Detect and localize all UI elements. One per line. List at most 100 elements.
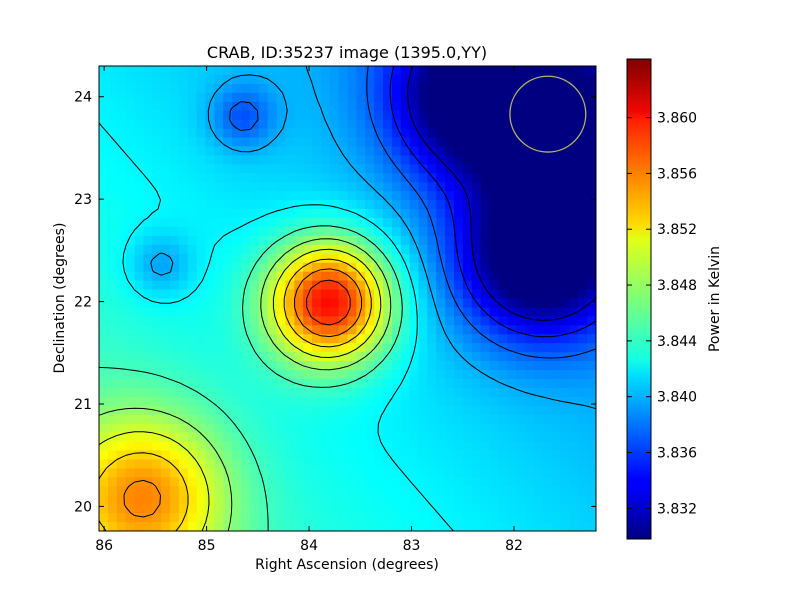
heatmap-cell: [276, 441, 286, 452]
heatmap-cell: [427, 378, 437, 389]
heatmap-cell: [409, 477, 420, 487]
heatmap-cell: [445, 361, 455, 371]
heatmap-cell: [223, 66, 233, 76]
heatmap-cell: [347, 513, 357, 523]
heatmap-cell: [276, 128, 286, 139]
heatmap-cell: [125, 182, 136, 192]
heatmap-cell: [454, 352, 464, 362]
heatmap-cell: [409, 92, 420, 103]
heatmap-cell: [267, 128, 278, 139]
heatmap-cell: [542, 522, 553, 531]
heatmap-cell: [498, 110, 508, 121]
heatmap-cell: [533, 262, 544, 273]
heatmap-cell: [241, 83, 251, 94]
heatmap-cell: [161, 182, 171, 192]
heatmap-cell: [551, 110, 562, 121]
heatmap-cell: [418, 173, 428, 183]
heatmap-cell: [294, 396, 304, 407]
heatmap-cell: [205, 155, 215, 165]
heatmap-cell: [427, 441, 437, 452]
heatmap-cell: [214, 280, 224, 291]
heatmap-cell: [374, 522, 384, 531]
heatmap-cell: [516, 387, 526, 398]
heatmap-cell: [383, 468, 393, 478]
heatmap-cell: [134, 182, 144, 192]
heatmap-cell: [214, 244, 224, 255]
heatmap-cell: [329, 253, 340, 264]
heatmap-cell: [249, 423, 260, 434]
heatmap-cell: [125, 459, 136, 469]
heatmap-cell: [338, 477, 349, 487]
heatmap-cell: [418, 164, 428, 174]
heatmap-cell: [276, 513, 286, 523]
heatmap-cell: [285, 235, 295, 246]
heatmap-cell: [329, 378, 340, 389]
heatmap-cell: [551, 173, 562, 183]
heatmap-cell: [427, 200, 437, 210]
heatmap-cell: [578, 441, 588, 452]
heatmap-cell: [223, 218, 233, 228]
heatmap-cell: [134, 441, 144, 452]
heatmap-cell: [569, 343, 579, 353]
heatmap-cell: [365, 441, 375, 452]
heatmap-cell: [489, 370, 499, 380]
heatmap-cell: [338, 209, 349, 219]
heatmap-cell: [374, 173, 384, 183]
heatmap-cell: [99, 307, 109, 317]
heatmap-cell: [462, 468, 473, 478]
heatmap-cell: [400, 387, 411, 398]
heatmap-cell: [454, 486, 464, 496]
heatmap-cell: [356, 495, 366, 505]
heatmap-cell: [99, 191, 109, 201]
heatmap-cell: [551, 361, 562, 371]
heatmap-cell: [542, 92, 553, 103]
heatmap-cell: [365, 468, 375, 478]
heatmap-cell: [99, 280, 109, 291]
heatmap-cell: [569, 110, 579, 121]
heatmap-cell: [338, 307, 349, 317]
heatmap-cell: [196, 191, 207, 201]
heatmap-cell: [525, 66, 535, 76]
heatmap-cell: [276, 289, 286, 300]
heatmap-cell: [329, 387, 340, 398]
heatmap-cell: [587, 298, 596, 309]
heatmap-cell: [107, 66, 118, 76]
heatmap-cell: [383, 182, 393, 192]
heatmap-cell: [587, 101, 596, 112]
heatmap-cell: [232, 253, 242, 264]
heatmap-cell: [542, 432, 553, 443]
heatmap-cell: [125, 262, 136, 273]
heatmap-cell: [542, 66, 553, 76]
heatmap-cell: [516, 253, 526, 264]
heatmap-cell: [347, 191, 357, 201]
heatmap-cell: [187, 423, 198, 434]
heatmap-cell: [205, 74, 215, 85]
heatmap-cell: [400, 307, 411, 317]
heatmap-cell: [285, 316, 295, 326]
heatmap-cell: [578, 370, 588, 380]
heatmap-cell: [542, 182, 553, 192]
heatmap-cell: [471, 244, 482, 255]
heatmap-cell: [152, 83, 162, 94]
heatmap-cell: [329, 200, 340, 210]
heatmap-cell: [533, 66, 544, 76]
heatmap-cell: [471, 495, 482, 505]
heatmap-cell: [471, 459, 482, 469]
heatmap-cell: [107, 378, 118, 389]
heatmap-cell: [312, 74, 322, 85]
heatmap-cell: [170, 486, 180, 496]
heatmap-cell: [232, 352, 242, 362]
heatmap-cell: [489, 522, 499, 531]
heatmap-cell: [320, 513, 331, 523]
heatmap-cell: [161, 244, 171, 255]
heatmap-cell: [365, 218, 375, 228]
heatmap-cell: [383, 352, 393, 362]
heatmap-cell: [285, 173, 295, 183]
heatmap-cell: [533, 244, 544, 255]
heatmap-cell: [170, 200, 180, 210]
heatmap-cell: [445, 343, 455, 353]
heatmap-cell: [400, 343, 411, 353]
heatmap-cell: [329, 119, 340, 130]
heatmap-cell: [276, 432, 286, 443]
heatmap-cell: [587, 226, 596, 237]
